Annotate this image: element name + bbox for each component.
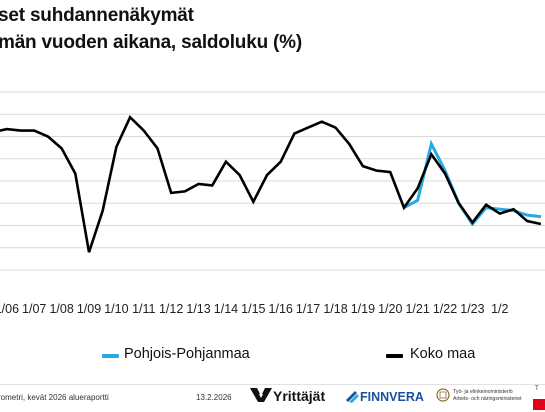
x-tick-label: 1/09 [77,302,101,316]
footer-source: rometri, kevät 2026 alueraportti [0,393,109,402]
legend-swatch-pohjois-pohjanmaa [102,354,119,358]
x-tick-label: 1/10 [104,302,128,316]
x-tick-label: 1/23 [460,302,484,316]
tem-logo-line-1: Työ- ja elinkeinoministeriö [453,389,513,395]
x-tick-label: 1/22 [433,302,457,316]
x-tick-label: 1/16 [269,302,293,316]
x-tick-label: 1/06 [0,302,19,316]
x-tick-label: 1/08 [49,302,73,316]
x-tick-label: 1/19 [351,302,375,316]
x-tick-label: 1/13 [186,302,210,316]
x-tick-label: 1/21 [405,302,429,316]
footer-divider [0,384,545,385]
legend-label-koko-maa: Koko maa [410,346,476,362]
x-tick-label: 1/20 [378,302,402,316]
chart-title-line-1: set suhdannenäkymät [0,5,194,26]
series-line-koko-maa [0,115,542,253]
x-tick-label: 1/2 [491,302,508,316]
finnvera-logo-text: FINNVERA [360,390,424,404]
tem-logo: Työ- ja elinkeinoministeriö Arbets- och … [436,388,522,402]
yrittajat-logo: Yrittäjät [250,388,325,404]
footer-date: 13.2.2026 [196,393,232,402]
chart-gridlines [0,91,545,271]
x-tick-label: 1/15 [241,302,265,316]
chart-series [0,115,542,253]
chart-title-line-2: män vuoden aikana, saldoluku (%) [0,32,303,53]
legend-label-pohjois-pohjanmaa: Pohjois-Pohjanmaa [124,346,250,362]
x-tick-label: 1/14 [214,302,238,316]
x-axis-tick-labels: 1/061/071/08 1/091/10 1/11 1/121/13 1/141/15… [0,302,509,316]
finnvera-logo: FINNVERA [346,390,424,404]
red-partial-logo: T [533,386,545,410]
yrittajat-logo-text: Yrittäjät [273,388,325,404]
x-tick-label: 1/11 [132,302,155,316]
chart-title: set suhdannenäkymät män vuoden aikana, s… [0,2,545,56]
red-partial-logo-text: T [535,386,539,392]
x-tick-label: 1/17 [296,302,320,316]
x-tick-label: 1/18 [323,302,347,316]
tem-logo-line-2: Arbets- och näringsministeriet [453,396,522,402]
series-line-pohjois-pohjanmaa [403,139,542,227]
x-tick-label: 1/07 [22,302,46,316]
legend-swatch-koko-maa [386,354,403,358]
x-tick-label: 1/12 [159,302,183,316]
